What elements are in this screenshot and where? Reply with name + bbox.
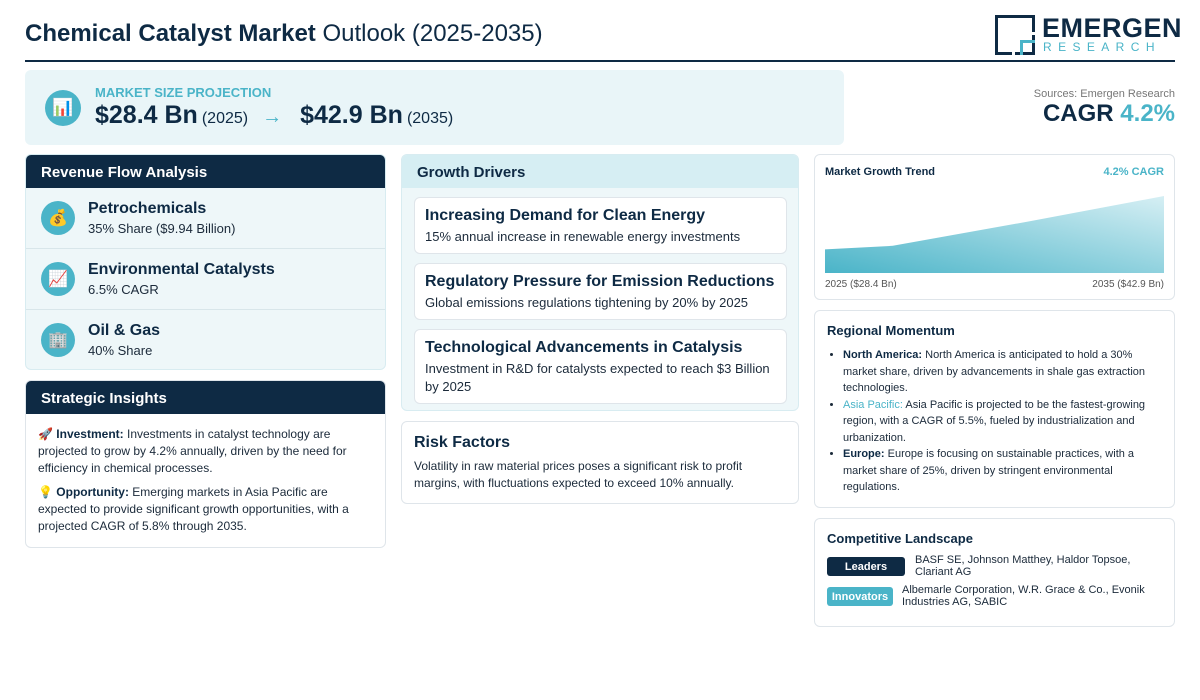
driver-item: Regulatory Pressure for Emission Reducti… [414,263,787,320]
page-header: Chemical Catalyst Market Outlook (2025-2… [25,12,1182,62]
start-year: (2025) [201,110,249,127]
insight-text: Emerging markets in Asia Pacific are exp… [38,485,349,533]
competitor-names: Albemarle Corporation, W.R. Grace & Co.,… [902,584,1145,608]
risk-factors-card: Risk Factors Volatility in raw material … [401,421,799,504]
money-bag-icon: 💰 [41,201,75,235]
driver-text: Investment in R&D for catalysts expected… [425,361,770,394]
trend-end-label: 2035 ($42.9 Bn) [1092,279,1164,290]
strategic-insights-title: Strategic Insights [26,381,385,414]
insight-label: Opportunity: [56,485,129,499]
competitor-row-innovators: Innovators Albemarle Corporation, W.R. G… [827,584,1162,614]
logo-text-top: EMERGEN [1042,13,1183,43]
region-text: North America is anticipated to hold a 3… [843,349,1146,394]
driver-text: Global emissions regulations tightening … [425,295,749,310]
revenue-item-detail: 6.5% CAGR [88,282,159,297]
arrow-right-icon: → [262,106,283,128]
market-growth-trend-card: Market Growth Trend 4.2% CAGR 2025 ($28.… [814,154,1175,300]
revenue-item-name: Oil & Gas [88,322,161,339]
trend-start-label: 2025 ($28.4 Bn) [825,279,897,290]
trend-title: Market Growth Trend [825,166,936,178]
regional-momentum-card: Regional Momentum North America: North A… [814,310,1175,508]
driver-item: Technological Advancements in Catalysis … [414,329,787,404]
revenue-item-detail: 40% Share [88,343,153,358]
growth-area-chart [825,196,1164,273]
trend-cagr: 4.2% CAGR [1103,166,1164,178]
title-bold: Chemical Catalyst Market [25,20,316,47]
cagr-label: CAGR [1042,100,1114,127]
revenue-item-environmental: 📈 Environmental Catalysts 6.5% CAGR [26,249,385,310]
insight-text: Investments in catalyst technology are p… [38,427,347,475]
logo-mark-icon [995,15,1035,55]
projection-values: $28.4 Bn (2025) → $42.9 Bn (2035) [95,101,453,130]
end-value: $42.9 Bn [300,101,403,129]
rocket-icon: 🚀 [38,427,53,441]
region-europe: Europe: Europe is focusing on sustainabl… [843,446,1162,496]
end-year: (2035) [406,110,454,127]
emergen-logo: EMERGEN RESEARCH [995,13,1182,56]
risk-factors-text: Volatility in raw material prices poses … [414,459,743,490]
region-text: Asia Pacific is projected to be the fast… [843,398,1146,444]
competitive-landscape-title: Competitive Landscape [827,531,973,546]
insight-label: Investment: [56,427,124,441]
region-label: Asia Pacific: [843,398,903,411]
competitive-landscape-card: Competitive Landscape Leaders BASF SE, J… [814,518,1175,627]
driver-title: Technological Advancements in Catalysis [425,339,743,356]
driver-text: 15% annual increase in renewable energy … [425,229,741,244]
growth-area-series [825,196,1164,273]
revenue-flow-title: Revenue Flow Analysis [26,155,385,188]
market-size-projection: 📊 MARKET SIZE PROJECTION $28.4 Bn (2025) →… [25,70,844,145]
logo-text-bottom: RESEARCH [1043,40,1161,54]
driver-title: Regulatory Pressure for Emission Reducti… [425,273,775,290]
chart-increasing-icon: 📈 [41,262,75,296]
cagr-value: 4.2% [1120,100,1175,127]
revenue-item-petrochemicals: 💰 Petrochemicals 35% Share ($9.94 Billio… [26,188,385,249]
revenue-item-oil-gas: 🏢 Oil & Gas 40% Share [26,310,385,369]
insight-investment: 🚀 Investment: Investments in catalyst te… [38,426,373,477]
region-label: Europe: [843,448,885,460]
page-title: Chemical Catalyst Market Outlook (2025-2… [25,20,543,48]
regional-momentum-title: Regional Momentum [827,323,955,338]
revenue-flow-card: Revenue Flow Analysis 💰 Petrochemicals 3… [25,154,386,370]
revenue-item-name: Environmental Catalysts [88,261,275,278]
region-text: Europe is focusing on sustainable practi… [843,448,1135,493]
leaders-badge: Leaders [827,557,905,576]
region-label: North America: [843,349,923,361]
growth-drivers-title: Growth Drivers [402,155,798,188]
lightbulb-icon: 💡 [38,485,53,499]
revenue-item-detail: 35% Share ($9.94 Billion) [88,221,236,236]
strategic-insights-card: Strategic Insights 🚀 Investment: Investm… [25,380,386,548]
projection-label: MARKET SIZE PROJECTION [95,85,272,100]
driver-item: Increasing Demand for Clean Energy 15% a… [414,197,787,254]
competitor-row-leaders: Leaders BASF SE, Johnson Matthey, Haldor… [827,554,1162,584]
sources-text: Sources: Emergen Research [1033,88,1175,100]
cagr-summary: CAGR 4.2% [1043,100,1175,128]
office-building-icon: 🏢 [41,323,75,357]
innovators-badge: Innovators [827,587,893,606]
risk-factors-title: Risk Factors [414,434,511,451]
bar-chart-icon: 📊 [45,90,81,126]
driver-title: Increasing Demand for Clean Energy [425,207,706,224]
region-asia-pacific: Asia Pacific: Asia Pacific is projected … [843,397,1162,447]
growth-drivers-card: Growth Drivers Increasing Demand for Cle… [401,154,799,411]
region-north-america: North America: North America is anticipa… [843,347,1162,397]
competitor-names: BASF SE, Johnson Matthey, Haldor Topsoe,… [915,554,1131,578]
revenue-item-name: Petrochemicals [88,200,207,217]
regional-list: North America: North America is anticipa… [827,347,1162,496]
start-value: $28.4 Bn [95,101,198,129]
title-rest: Outlook (2025-2035) [322,20,543,47]
insight-opportunity: 💡 Opportunity: Emerging markets in Asia … [38,484,373,535]
